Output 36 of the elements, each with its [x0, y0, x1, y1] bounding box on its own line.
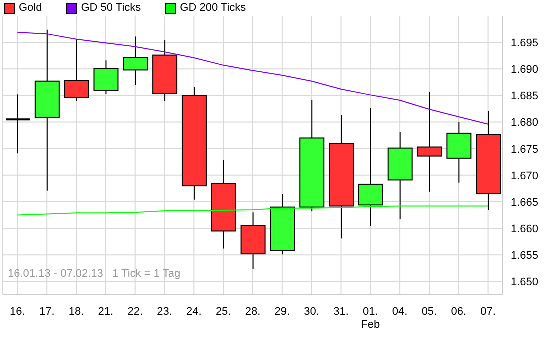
x-tick-label: 31. [334, 306, 349, 318]
y-tick-label: 1.695 [511, 37, 539, 50]
line-series [17, 206, 489, 216]
x-tick-label: 30. [304, 306, 320, 318]
x-tick-label: 01. Feb [361, 306, 380, 331]
x-tick-label: 21. [98, 306, 114, 318]
y-tick-label: 1.690 [511, 64, 539, 76]
y-tick-label: 1.680 [511, 117, 539, 130]
y-tick-label: 1.665 [511, 196, 539, 209]
x-tick-label: 29. [274, 306, 290, 318]
legend-label: GD 200 Ticks [180, 2, 246, 14]
y-tick-label: 1.660 [511, 223, 539, 236]
legend-label: Gold [19, 2, 42, 14]
x-tick-label: 28. [245, 306, 261, 318]
candlestick [64, 38, 90, 102]
x-tick-label: 22. [128, 306, 143, 318]
y-tick-label: 1.670 [511, 170, 539, 182]
x-tick-label: 17. [39, 306, 55, 318]
x-tick-label: 05. [422, 306, 438, 318]
x-tick-label: 04. [392, 306, 408, 318]
x-tick-label: 16. [10, 306, 26, 318]
x-tick-label: 06. [451, 306, 467, 318]
x-tick-label: 23. [157, 306, 172, 318]
y-tick-label: 1.675 [511, 144, 539, 156]
y-tick-label: 1.650 [511, 276, 539, 289]
candlestick [5, 94, 31, 154]
x-tick-label: 24. [186, 306, 202, 318]
x-tick-label: 07. [480, 306, 496, 318]
y-tick-label: 1.685 [511, 90, 539, 103]
line-series [17, 32, 489, 125]
x-tick-label: 25. [216, 306, 232, 318]
candlestick [94, 60, 119, 95]
annotation: 16.01.13 - 07.02.13 1 Tick = 1 Tag [8, 268, 181, 280]
x-tick-label: 18. [68, 306, 84, 318]
legend-label: GD 50 Ticks [81, 2, 142, 14]
y-tick-label: 1.655 [511, 250, 539, 262]
